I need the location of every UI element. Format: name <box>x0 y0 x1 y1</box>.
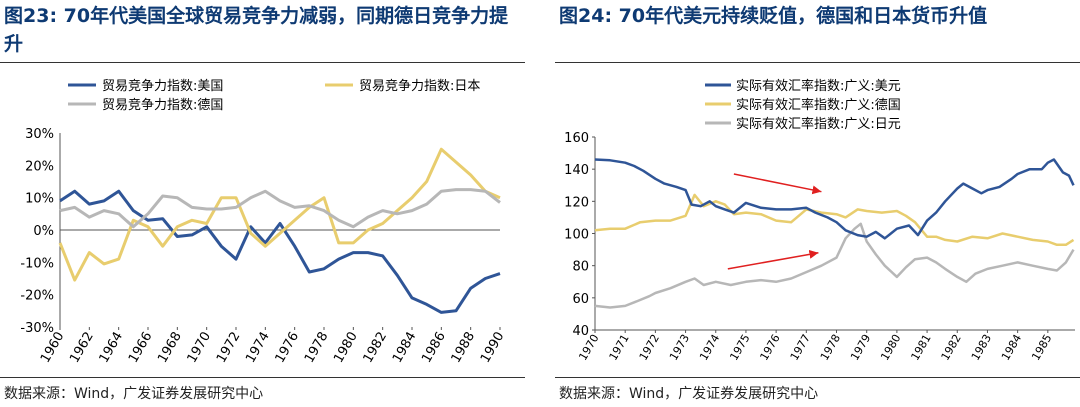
figure-panel-right: 图24: 70年代美元持续贬值，德国和日本货币升值 40 60 80 100 120 14… <box>555 0 1080 407</box>
y-tick-label: 80 <box>572 260 589 275</box>
figure-panel-left: 图23: 70年代美国全球贸易竞争力减弱，同期德日竞争力提升 -30% -20% -… <box>0 0 525 407</box>
line-series-0 <box>59 189 501 314</box>
figure-title-right: 图24: 70年代美元持续贬值，德国和日本货币升值 <box>559 5 988 27</box>
legend-label: 实际有效汇率指数:广义:德国 <box>736 97 901 113</box>
legend-label: 贸易竞争力指数:美国 <box>102 78 223 94</box>
x-tick-label: 1972 <box>637 332 662 363</box>
source-note-left: 数据来源：Wind，广发证券发展研究中心 <box>4 386 264 402</box>
x-tick-label: 1984 <box>999 332 1024 363</box>
x-tick-label: 1978 <box>302 330 332 366</box>
x-tick-label: 1983 <box>969 332 994 363</box>
x-tick-label: 1962 <box>67 330 97 366</box>
x-tick-label: 1976 <box>757 332 782 363</box>
x-tick-label: 1985 <box>1029 332 1054 363</box>
y-tick-label: -10% <box>20 256 54 271</box>
x-tick-label: 1988 <box>449 330 479 366</box>
y-tick-label: -30% <box>20 321 54 336</box>
x-tick-label: 1974 <box>697 332 722 363</box>
x-tick-label: 1982 <box>939 332 964 363</box>
line-series-0 <box>594 158 1075 240</box>
x-tick-label: 1977 <box>788 332 813 363</box>
x-tick-label: 1972 <box>214 330 244 366</box>
x-tick-label: 1968 <box>155 330 185 366</box>
legend-label: 实际有效汇率指数:广义:日元 <box>736 116 901 132</box>
line-series-2 <box>59 188 501 229</box>
x-tick-label: 1980 <box>331 330 361 366</box>
y-tick-label: 60 <box>572 292 589 307</box>
source-rule-left <box>0 377 525 378</box>
line-series-1 <box>58 147 501 282</box>
x-tick-label: 1964 <box>97 330 127 366</box>
y-tick-label: 120 <box>564 195 589 210</box>
figure-title-left: 图23: 70年代美国全球贸易竞争力减弱，同期德日竞争力提升 <box>4 5 509 55</box>
x-tick-label: 1990 <box>478 330 508 366</box>
trend-arrow-up <box>727 249 819 270</box>
x-tick-label: 1974 <box>243 330 273 366</box>
title-rule-right <box>555 62 1080 63</box>
line-series-2 <box>594 222 1075 309</box>
x-tick-label: 1984 <box>390 330 420 366</box>
y-tick-label: 30% <box>25 127 54 142</box>
line-series-1 <box>594 193 1075 247</box>
y-tick-label: 0% <box>33 224 54 239</box>
y-tick-label: 100 <box>564 228 589 243</box>
x-tick-label: 1970 <box>185 330 215 366</box>
legend-label: 贸易竞争力指数:日本 <box>359 78 480 94</box>
trend-arrow-down <box>733 173 822 195</box>
x-tick-label: 1979 <box>848 332 873 363</box>
x-tick-label: 1975 <box>727 332 752 363</box>
x-tick-label: 1982 <box>361 330 391 366</box>
x-tick-label: 1980 <box>878 332 903 363</box>
source-note-right: 数据来源：Wind，广发证券发展研究中心 <box>559 386 819 402</box>
x-tick-label: 1981 <box>908 332 933 363</box>
y-tick-label: 140 <box>564 163 589 178</box>
x-tick-label: 1966 <box>126 330 156 366</box>
legend-label: 实际有效汇率指数:广义:美元 <box>736 78 901 94</box>
y-tick-label: 40 <box>572 324 589 339</box>
y-tick-label: 10% <box>25 192 54 207</box>
y-tick-label: -20% <box>20 289 54 304</box>
chart-left: -30%-20%-10%0%10%20%30%1960 1962 1964 1966 1… <box>20 78 508 366</box>
x-tick-label: 1971 <box>607 332 632 363</box>
y-tick-label: 160 <box>564 131 589 146</box>
x-tick-label: 1978 <box>818 332 843 363</box>
source-rule-right <box>555 377 1080 378</box>
legend-label: 贸易竞争力指数:德国 <box>102 97 223 113</box>
title-rule-left <box>0 62 525 63</box>
x-tick-label: 1973 <box>667 332 692 363</box>
x-tick-label: 1976 <box>273 330 303 366</box>
x-tick-label: 1986 <box>419 330 449 366</box>
y-tick-label: 20% <box>25 159 54 174</box>
